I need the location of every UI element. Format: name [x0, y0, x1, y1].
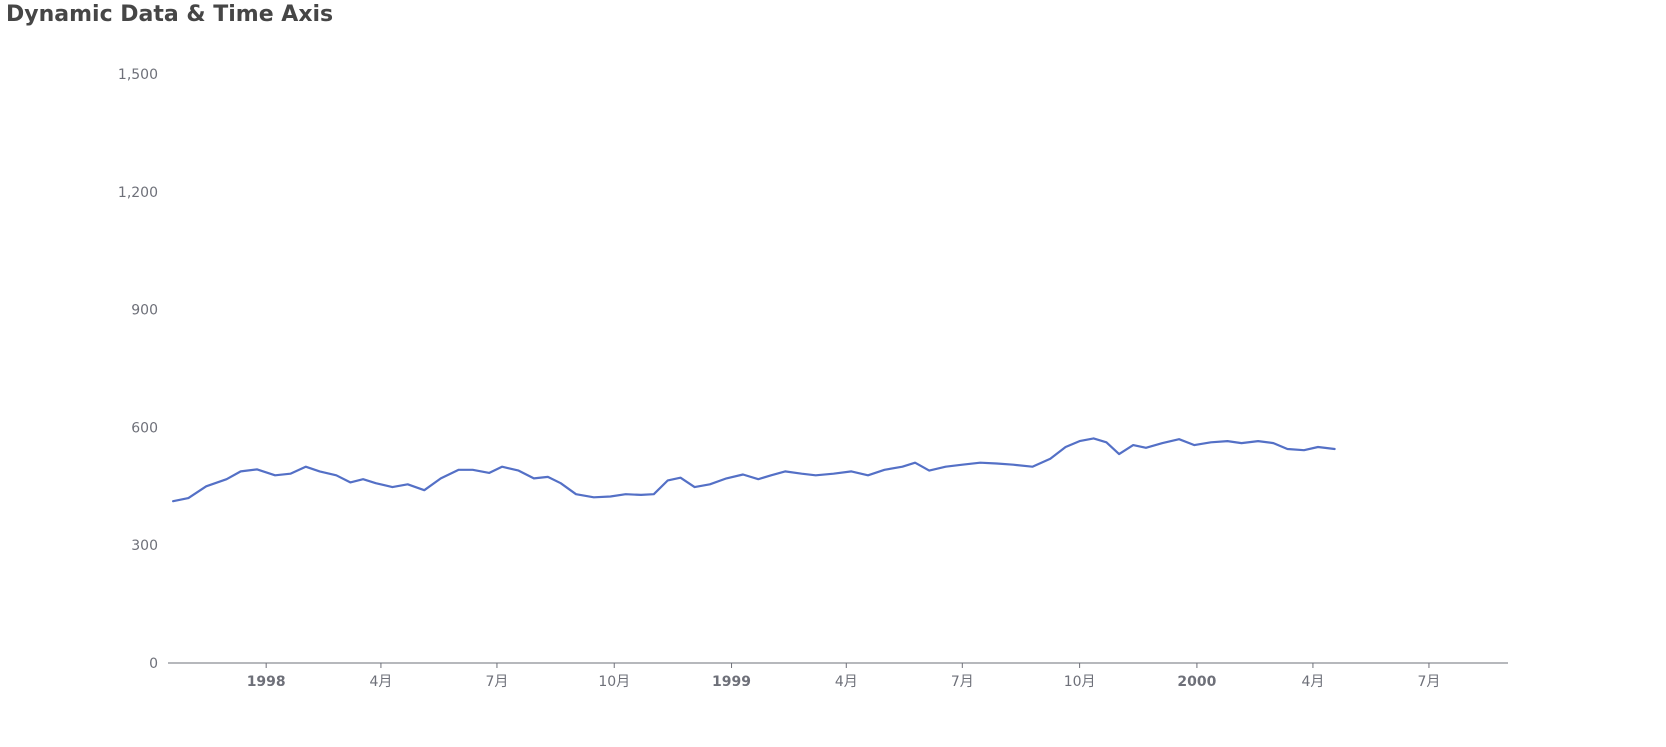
x-tick-label: 7月	[485, 674, 508, 690]
y-tick-label: 900	[131, 303, 158, 319]
y-axis-ticks: 0 300 600 900 1,200 1,500	[118, 67, 158, 672]
series-line	[172, 437, 1336, 503]
y-tick-label: 1,200	[118, 185, 158, 201]
y-tick-label: 0	[149, 656, 158, 672]
x-tick-label: 4月	[1301, 674, 1324, 690]
x-tick-label: 7月	[1417, 674, 1440, 690]
x-tick-label: 4月	[369, 674, 392, 690]
y-tick-label: 300	[131, 538, 158, 554]
x-tick-label: 1999	[712, 674, 751, 690]
x-tick-label: 7月	[951, 674, 974, 690]
x-tick-label: 4月	[835, 674, 858, 690]
y-tick-label: 600	[131, 420, 158, 436]
x-axis-ticks: 1998 4月 7月 10月 1999 4月 7月 10月 2000 4月 7月	[247, 663, 1440, 690]
x-tick-label: 1998	[247, 674, 286, 690]
x-tick-label: 10月	[1064, 674, 1096, 690]
chart-title: Dynamic Data & Time Axis	[6, 2, 334, 27]
x-tick-label: 2000	[1177, 674, 1216, 690]
x-tick-label: 10月	[598, 674, 630, 690]
y-tick-label: 1,500	[118, 67, 158, 83]
